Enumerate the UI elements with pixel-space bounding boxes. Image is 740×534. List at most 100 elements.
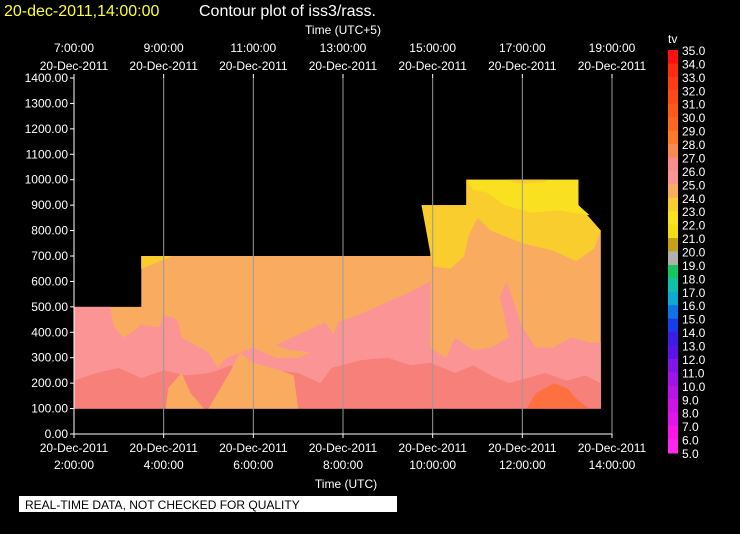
colorbar-level-4: 31.0 <box>682 98 706 112</box>
x-tick-time-1: 4:00:00 <box>144 458 184 472</box>
colorbar-swatch-18 <box>668 291 678 306</box>
colorbar-level-10: 25.0 <box>682 178 706 192</box>
colorbar-swatch-7 <box>668 144 678 158</box>
contour-region-12 <box>275 322 339 353</box>
x-tick-time-4: 10:00:00 <box>409 458 456 472</box>
colorbar-swatch-11 <box>668 197 678 212</box>
colorbar-swatch-17 <box>668 278 678 293</box>
colorbar-level-26: 9.0 <box>682 393 699 407</box>
top-tick-time-2: 11:00:00 <box>230 41 276 55</box>
colorbar-swatch-24 <box>668 372 678 387</box>
top-tick-date-5: 20-Dec-2011 <box>488 59 557 73</box>
colorbar-level-27: 8.0 <box>682 407 699 421</box>
y-tick-label-2: 200.00 <box>31 376 68 390</box>
bottom-axis-label: Time (UTC) <box>315 477 377 491</box>
colorbar-swatch-22 <box>668 345 678 360</box>
y-tick-label-1: 100.00 <box>31 402 68 416</box>
contour-region-4 <box>526 383 590 409</box>
colorbar-level-25: 10.0 <box>682 380 706 394</box>
colorbar-level-8: 27.0 <box>682 151 706 165</box>
colorbar-swatch-16 <box>668 264 678 279</box>
x-tick-time-0: 2:00:00 <box>54 458 94 472</box>
colorbar-swatch-28 <box>668 426 678 441</box>
top-tick-date-2: 20-Dec-2011 <box>219 59 288 73</box>
top-tick-time-4: 15:00:00 <box>409 41 456 55</box>
colorbar-level-7: 28.0 <box>682 138 706 152</box>
colorbar-swatch-26 <box>668 399 678 414</box>
quality-notice: REAL-TIME DATA, NOT CHECKED FOR QUALITY <box>25 498 300 512</box>
quality-notice-box <box>19 496 397 512</box>
top-axis-label: Time (UTC+5) <box>305 23 381 37</box>
contour-region-11 <box>508 179 550 184</box>
colorbar-level-21: 14.0 <box>682 326 706 340</box>
top-tick-date-3: 20-Dec-2011 <box>309 59 378 73</box>
colorbar-swatch-8 <box>668 157 678 172</box>
top-tick-date-1: 20-Dec-2011 <box>129 59 198 73</box>
colorbar-swatch-4 <box>668 103 678 118</box>
x-tick-date-5: 20-Dec-2011 <box>488 441 557 455</box>
colorbar-swatch-25 <box>668 385 678 400</box>
colorbar-level-14: 21.0 <box>682 232 706 246</box>
axes: 0.00 100.00 200.00 300.00 400.00 500.00 600.00… <box>25 41 647 472</box>
colorbar-level-11: 24.0 <box>682 192 706 206</box>
x-tick-date-0: 20-Dec-2011 <box>40 441 109 455</box>
y-tick-label-7: 700.00 <box>31 249 68 263</box>
colorbar-level-23: 12.0 <box>682 353 706 367</box>
colorbar-swatch-6 <box>668 130 678 145</box>
y-tick-label-10: 1000.00 <box>25 173 69 187</box>
y-tick-label-13: 1300.00 <box>25 96 69 110</box>
colorbar-level-22: 13.0 <box>682 340 706 354</box>
colorbar-level-2: 33.0 <box>682 71 706 85</box>
y-tick-label-3: 300.00 <box>31 351 68 365</box>
colorbar-swatch-3 <box>668 90 678 105</box>
colorbar-level-1: 34.0 <box>682 57 706 71</box>
colorbar-level-13: 22.0 <box>682 219 706 233</box>
colorbar-level-30: 5.0 <box>682 447 699 461</box>
y-tick-label-12: 1200.00 <box>25 122 69 136</box>
y-tick-label-11: 1100.00 <box>26 147 69 161</box>
colorbar-level-5: 30.0 <box>682 111 706 125</box>
x-tick-date-1: 20-Dec-2011 <box>129 441 198 455</box>
contour-region-8 <box>141 256 173 269</box>
contour-region-5 <box>165 373 204 409</box>
top-tick-time-5: 17:00:00 <box>499 41 546 55</box>
contour-region-10 <box>466 179 590 216</box>
top-tick-date-4: 20-Dec-2011 <box>398 59 467 73</box>
top-tick-time-0: 7:00:00 <box>54 41 94 55</box>
colorbar: tv 35.034.033.032.031.030.029.028.027.026… <box>668 32 706 461</box>
colorbar-swatch-29 <box>668 439 678 454</box>
x-tick-time-5: 12:00:00 <box>499 458 546 472</box>
colorbar-swatch-12 <box>668 211 678 226</box>
x-tick-date-6: 20-Dec-2011 <box>578 441 647 455</box>
colorbar-level-12: 23.0 <box>682 205 706 219</box>
colorbar-swatch-0 <box>668 50 678 64</box>
colorbar-swatch-20 <box>668 318 678 333</box>
y-tick-label-6: 600.00 <box>31 274 68 288</box>
x-tick-time-2: 6:00:00 <box>233 458 273 472</box>
y-tick-label-8: 800.00 <box>31 224 68 238</box>
x-tick-date-3: 20-Dec-2011 <box>309 441 378 455</box>
colorbar-swatch-9 <box>668 170 678 185</box>
colorbar-swatch-1 <box>668 63 678 78</box>
colorbar-level-16: 19.0 <box>682 259 706 273</box>
colorbar-level-9: 26.0 <box>682 165 706 179</box>
colorbar-level-20: 15.0 <box>682 313 706 327</box>
colorbar-swatch-13 <box>668 224 678 239</box>
colorbar-swatch-10 <box>668 184 678 199</box>
contour-regions <box>74 179 601 409</box>
colorbar-swatch-21 <box>668 332 678 347</box>
colorbar-level-15: 20.0 <box>682 246 706 260</box>
colorbar-level-19: 16.0 <box>682 299 706 313</box>
colorbar-label: tv <box>668 32 677 46</box>
x-tick-time-3: 8:00:00 <box>323 458 363 472</box>
top-tick-date-6: 20-Dec-2011 <box>578 59 647 73</box>
colorbar-swatch-14 <box>668 238 678 252</box>
y-tick-label-5: 500.00 <box>31 300 68 314</box>
colorbar-level-0: 35.0 <box>682 44 706 58</box>
top-tick-time-1: 9:00:00 <box>144 41 184 55</box>
colorbar-level-6: 29.0 <box>682 125 706 139</box>
colorbar-swatch-2 <box>668 76 678 91</box>
y-tick-label-4: 400.00 <box>31 325 68 339</box>
colorbar-level-29: 6.0 <box>682 434 699 448</box>
